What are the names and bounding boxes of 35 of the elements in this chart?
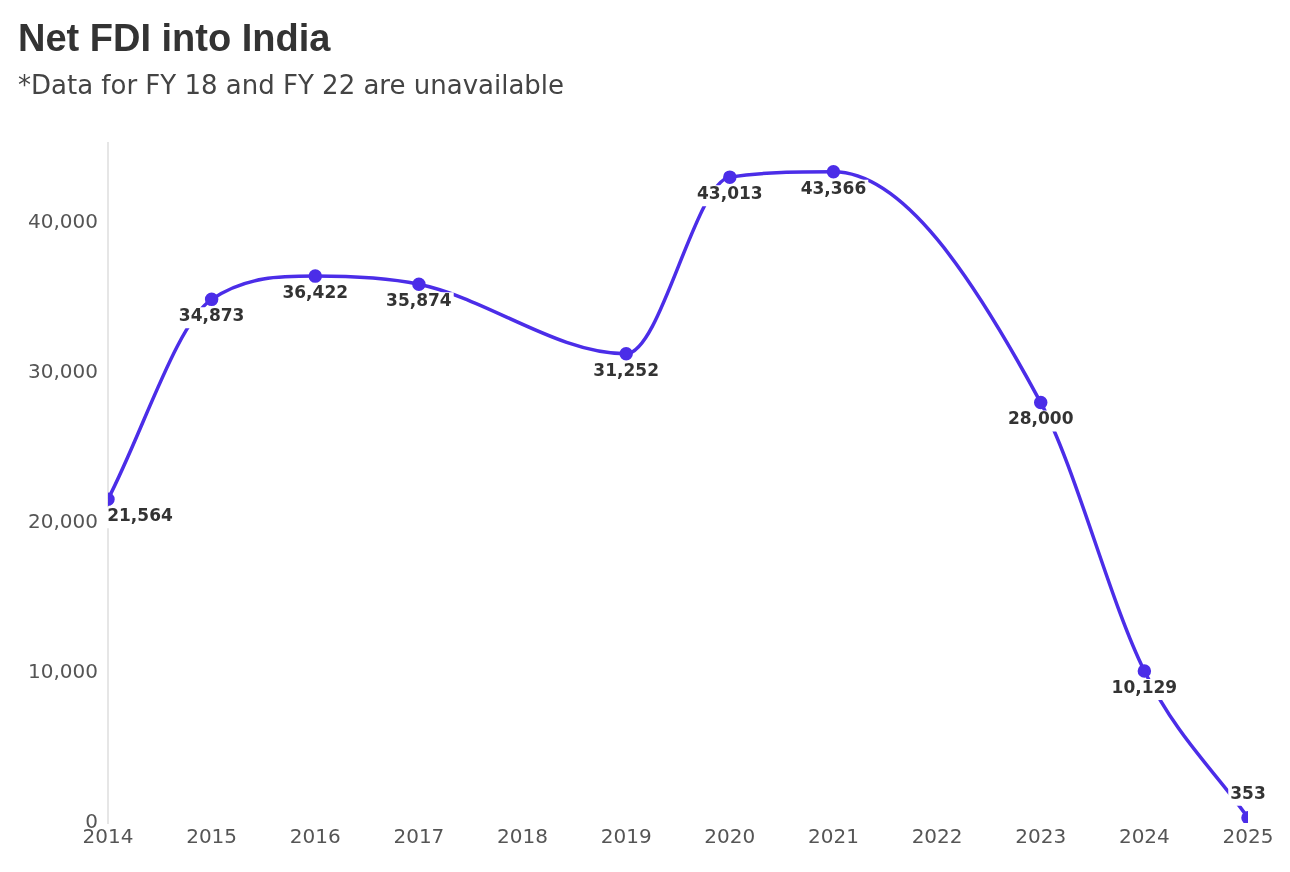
x-tick-label: 2023 (1015, 824, 1067, 849)
x-tick-label: 2017 (393, 824, 445, 849)
y-tick-label: 10,000 (28, 659, 98, 684)
x-tick-label: 2016 (289, 824, 341, 849)
x-tick-label: 2015 (186, 824, 238, 849)
x-tick-label: 2025 (1222, 824, 1274, 849)
point (826, 165, 841, 179)
point (1137, 664, 1152, 678)
point (308, 269, 323, 283)
point (412, 277, 426, 292)
chart-subtitle: *Data for FY 18 and FY 22 are unavailable (18, 69, 565, 100)
x-tick-label: 2019 (600, 824, 652, 849)
x-tick-label: 2021 (807, 824, 859, 849)
x-tick-label: 2018 (497, 824, 548, 849)
x-tick-label: 2022 (911, 824, 963, 849)
y-tick-label: 20,000 (28, 508, 98, 533)
x-tick-label: 2020 (704, 824, 756, 849)
point (1033, 395, 1048, 410)
data-label: 35,874 (386, 290, 452, 311)
data-label: 34,873 (178, 305, 245, 326)
data-label: 10,129 (1111, 676, 1178, 697)
chart-title: Net FDI into India (18, 17, 332, 60)
data-label: 28,000 (1007, 408, 1074, 429)
point (723, 170, 737, 184)
y-tick-label: 40,000 (28, 208, 98, 233)
point (204, 292, 219, 307)
data-label: 36,422 (282, 282, 349, 303)
x-tick-label: 2024 (1118, 824, 1170, 849)
data-label: 31,252 (593, 359, 659, 380)
point (619, 346, 633, 361)
y-tick-label: 30,000 (28, 358, 98, 383)
data-label: 43,366 (800, 177, 867, 198)
data-label: 21,564 (107, 505, 173, 526)
data-label: 353 (1230, 782, 1266, 803)
data-label: 43,013 (697, 183, 763, 204)
